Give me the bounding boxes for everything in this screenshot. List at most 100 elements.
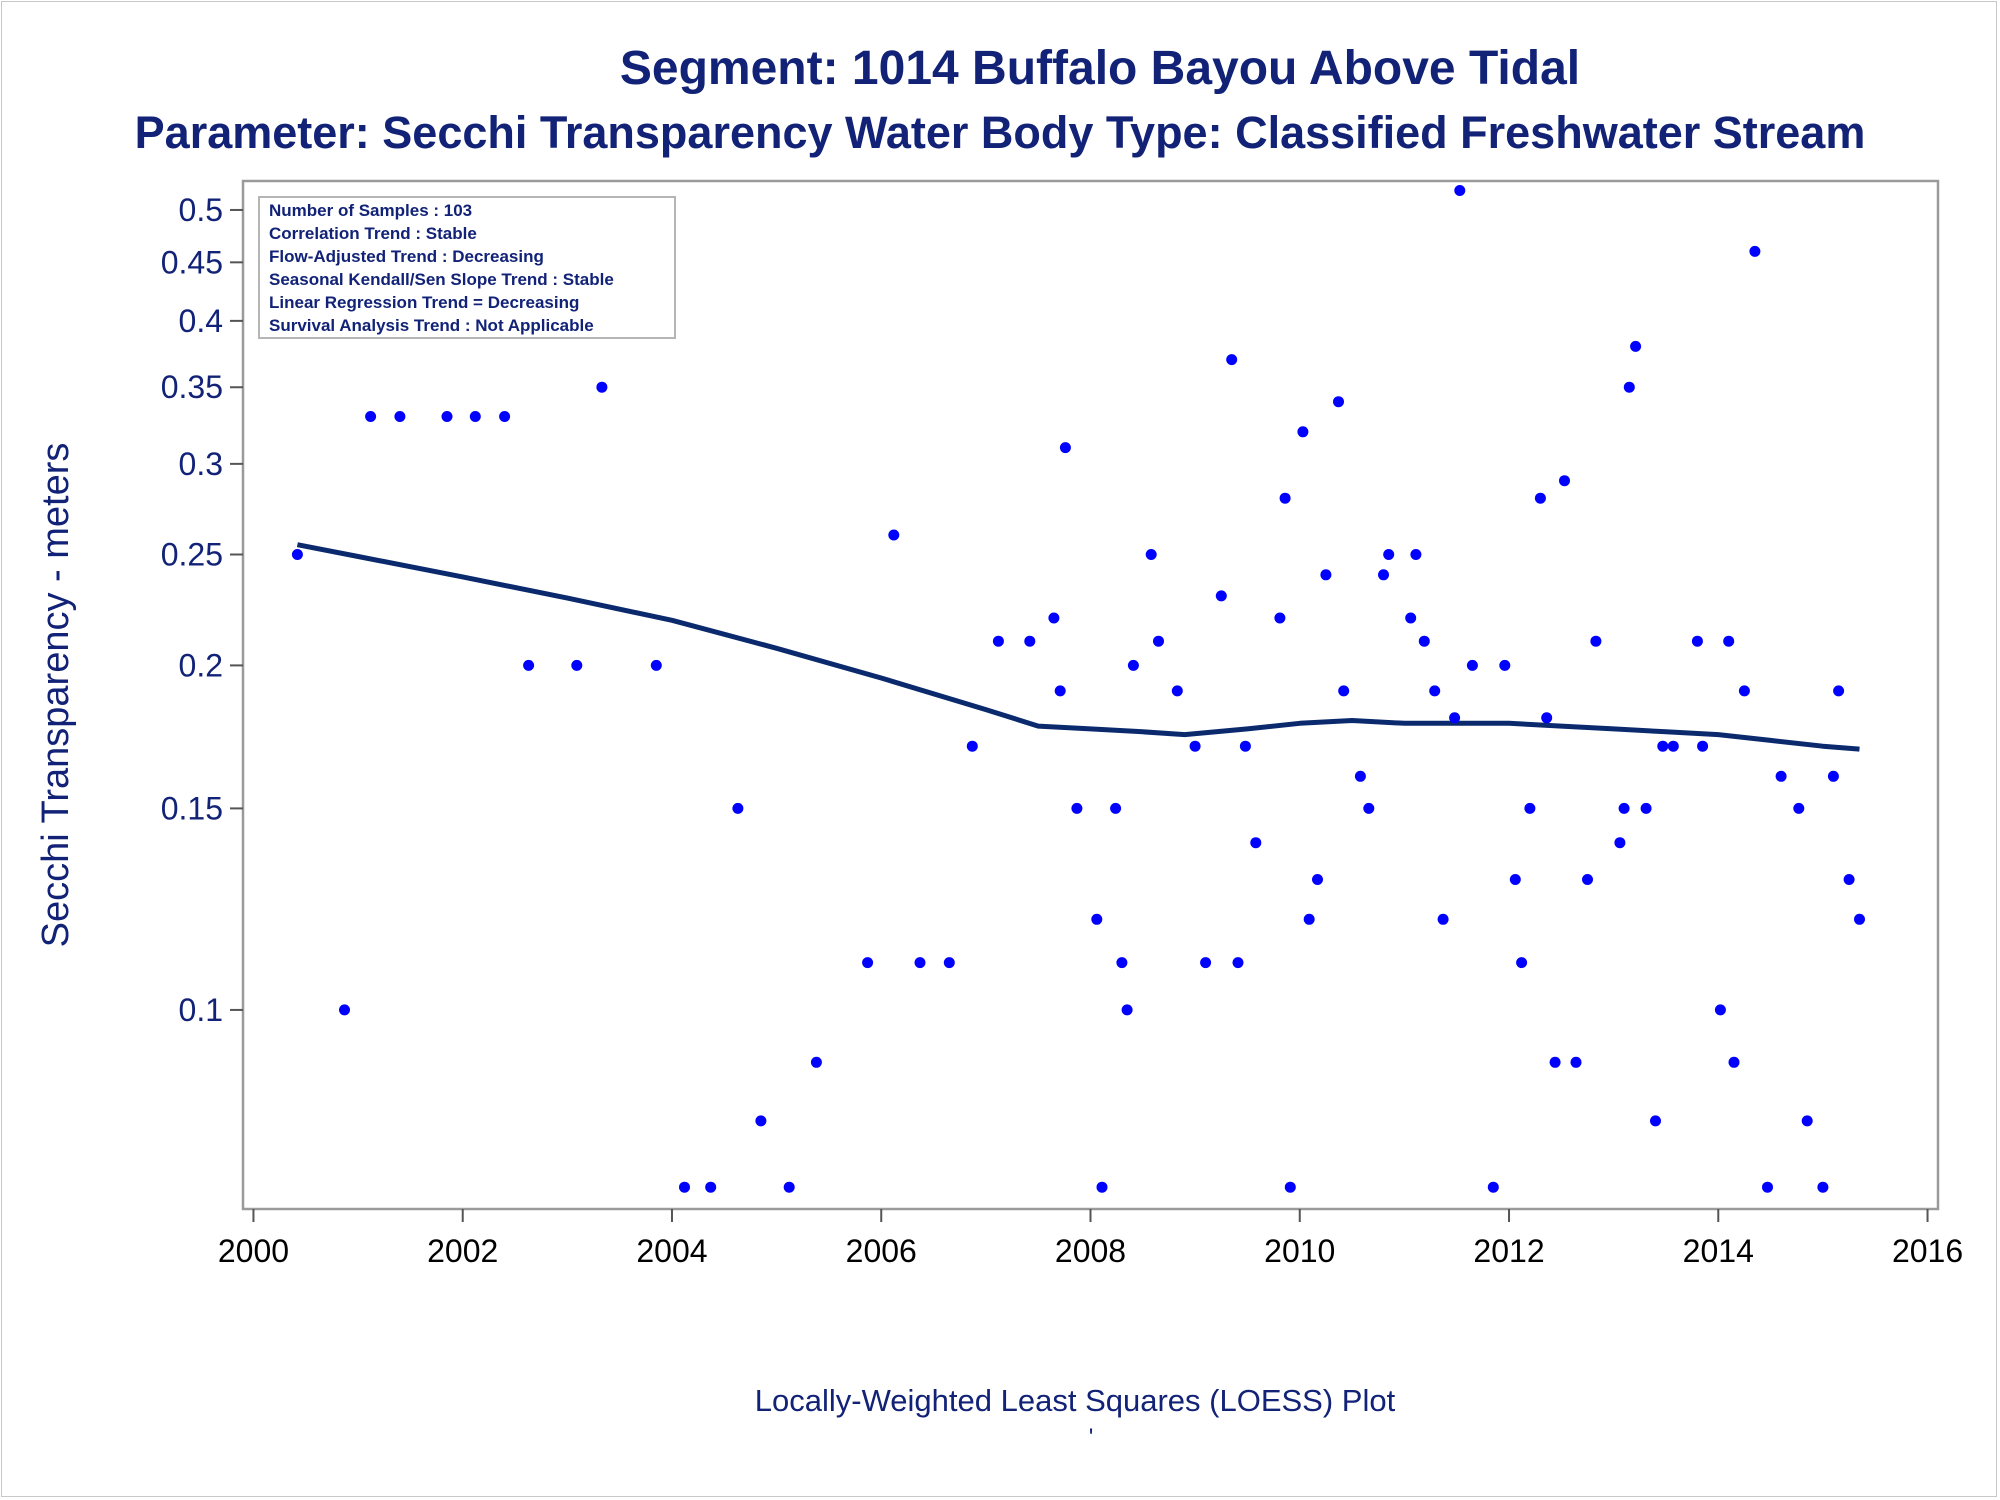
data-point bbox=[1200, 957, 1212, 969]
data-point bbox=[1630, 340, 1642, 352]
data-point bbox=[1024, 635, 1036, 647]
data-point bbox=[1232, 957, 1244, 969]
data-point bbox=[1091, 913, 1103, 925]
y-tick-label: 0.5 bbox=[179, 192, 223, 228]
data-point bbox=[1338, 685, 1350, 697]
data-point bbox=[1833, 685, 1845, 697]
stats-box: Number of Samples : 103 Correlation Tren… bbox=[258, 196, 676, 339]
data-point bbox=[1509, 874, 1521, 885]
data-point bbox=[1354, 770, 1366, 782]
data-point bbox=[1801, 1115, 1813, 1127]
stats-box-frame bbox=[258, 196, 676, 339]
stat-line: Seasonal Kendall/Sen Slope Trend : Stabl… bbox=[269, 270, 614, 289]
data-point bbox=[1418, 635, 1430, 647]
data-point bbox=[888, 529, 900, 541]
data-point bbox=[1549, 1056, 1561, 1068]
data-point bbox=[1110, 802, 1122, 814]
data-point bbox=[1239, 740, 1251, 752]
data-point bbox=[1171, 685, 1183, 697]
data-point bbox=[732, 802, 744, 814]
stat-line: Survival Analysis Trend : Not Applicable bbox=[269, 316, 594, 335]
data-point bbox=[1121, 1004, 1133, 1016]
y-tick-label: 0.15 bbox=[161, 790, 223, 826]
data-point bbox=[1127, 659, 1139, 671]
y-tick-label: 0.4 bbox=[179, 303, 223, 339]
data-point bbox=[523, 659, 535, 671]
data-point bbox=[1071, 802, 1083, 814]
data-point bbox=[1524, 802, 1536, 814]
data-point bbox=[394, 411, 406, 422]
data-point bbox=[1534, 492, 1546, 504]
data-point bbox=[1691, 635, 1703, 647]
data-point bbox=[1383, 549, 1395, 560]
data-point bbox=[1153, 635, 1164, 647]
data-point bbox=[1454, 185, 1466, 196]
data-point bbox=[1817, 1181, 1829, 1193]
data-point bbox=[1189, 740, 1201, 752]
data-point bbox=[1667, 740, 1679, 752]
footnote: ' bbox=[1089, 1424, 1094, 1451]
x-tick-label: 2006 bbox=[846, 1233, 917, 1269]
x-axis: 2000 2002 2004 2006 2008 2010 2012 2014 2016 bbox=[218, 1209, 1963, 1269]
y-tick-label: 0.45 bbox=[161, 244, 223, 280]
data-point bbox=[1410, 549, 1422, 560]
data-point bbox=[1303, 913, 1315, 925]
data-point bbox=[1429, 685, 1441, 697]
data-point bbox=[1541, 712, 1553, 724]
data-point bbox=[441, 411, 453, 422]
data-point bbox=[1116, 957, 1128, 969]
data-point bbox=[1570, 1056, 1582, 1068]
data-point bbox=[291, 549, 303, 560]
x-tick-label: 2014 bbox=[1683, 1233, 1754, 1269]
data-point bbox=[1297, 426, 1309, 438]
stat-line: Correlation Trend : Stable bbox=[269, 224, 477, 243]
data-point bbox=[992, 635, 1004, 647]
data-point bbox=[1728, 1056, 1740, 1068]
data-point bbox=[1333, 396, 1344, 408]
y-tick-label: 0.2 bbox=[179, 647, 223, 683]
x-tick-label: 2004 bbox=[636, 1233, 707, 1269]
chart-subtitle: Parameter: Secchi Transparency Water Bod… bbox=[135, 107, 1866, 158]
stat-line: Linear Regression Trend = Decreasing bbox=[269, 293, 579, 312]
data-points bbox=[291, 185, 1865, 1193]
data-point bbox=[1378, 569, 1389, 581]
y-tick-label: 0.25 bbox=[161, 536, 223, 572]
x-tick-label: 2008 bbox=[1055, 1233, 1126, 1269]
data-point bbox=[1487, 1181, 1499, 1193]
data-point bbox=[1499, 659, 1511, 671]
data-point bbox=[943, 957, 955, 969]
x-tick-label: 2010 bbox=[1264, 1233, 1335, 1269]
data-point bbox=[1614, 837, 1626, 849]
data-point bbox=[365, 411, 377, 422]
data-point bbox=[679, 1181, 690, 1193]
data-point bbox=[650, 659, 662, 671]
data-point bbox=[1854, 913, 1865, 925]
data-point bbox=[1048, 612, 1060, 624]
data-point bbox=[914, 957, 926, 969]
data-point bbox=[1640, 802, 1652, 814]
data-point bbox=[1145, 549, 1157, 560]
data-point bbox=[1618, 802, 1630, 814]
data-point bbox=[1466, 659, 1478, 671]
data-point bbox=[1312, 874, 1323, 885]
data-point bbox=[571, 659, 583, 671]
y-tick-label: 0.35 bbox=[161, 369, 223, 405]
y-axis: 0.1 0.15 0.2 0.25 0.3 0.35 0.4 0.45 0.5 bbox=[161, 192, 243, 1028]
data-point bbox=[705, 1181, 717, 1193]
data-point bbox=[1559, 475, 1570, 487]
data-point bbox=[966, 740, 978, 752]
stat-line: Number of Samples : 103 bbox=[269, 201, 472, 220]
data-point bbox=[1762, 1181, 1773, 1193]
data-point bbox=[1793, 802, 1805, 814]
data-point bbox=[1059, 442, 1071, 454]
data-point bbox=[1657, 740, 1669, 752]
data-point bbox=[1697, 740, 1709, 752]
data-point bbox=[1250, 837, 1262, 849]
data-point bbox=[596, 381, 608, 393]
data-point bbox=[1749, 245, 1761, 257]
data-point bbox=[469, 411, 481, 422]
loess-line bbox=[296, 542, 1860, 752]
data-point bbox=[783, 1181, 795, 1193]
data-point bbox=[1723, 635, 1735, 647]
